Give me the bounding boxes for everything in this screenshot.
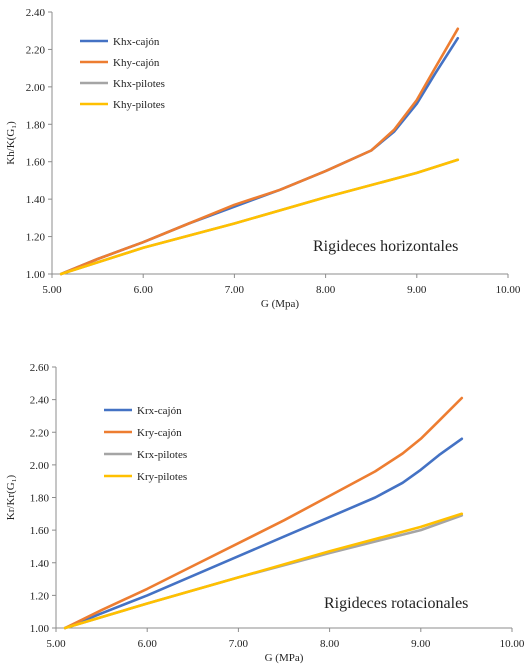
y-tick-label: 1.80	[30, 493, 50, 505]
legend: Khx-cajón Khy-cajón Khx-pilotes Khy-pilotes	[80, 36, 165, 111]
y-axis-title: Kh/K(G₁)	[5, 121, 17, 165]
y-tick-label: 2.00	[30, 460, 50, 472]
series-line-1	[59, 27, 460, 276]
x-tick-label: 10.00	[496, 284, 521, 296]
legend-label: Krx-cajón	[137, 405, 182, 417]
chart-annotation: Rigideces rotacionales	[324, 595, 468, 612]
x-tick-label: 8.00	[320, 638, 340, 650]
y-tick-label: 1.00	[26, 269, 46, 281]
chart-rotational-stiffness: 1.00 1.20 1.40 1.60 1.80 2.00 2.20 2.40 2.60 5.00…	[5, 362, 525, 664]
legend-label: Khy-cajón	[113, 57, 160, 69]
y-tick-label: 1.80	[26, 119, 46, 131]
chart-horizontal-stiffness: 1.00 1.20 1.40 1.60 1.80 2.00 2.20 2.40 5.00 6.00…	[5, 7, 521, 310]
legend-label: Khx-cajón	[113, 36, 160, 48]
y-tick-label: 1.60	[30, 525, 50, 537]
x-tick-label: 7.00	[229, 638, 249, 650]
y-tick-label: 2.00	[26, 82, 46, 94]
x-tick-label: 9.00	[407, 284, 427, 296]
y-tick-label: 1.40	[30, 558, 50, 570]
legend-label: Kry-pilotes	[137, 471, 187, 483]
x-tick-label: 9.00	[411, 638, 431, 650]
y-tick-label: 1.20	[30, 590, 50, 602]
x-tick-label: 6.00	[138, 638, 158, 650]
x-tick-label: 8.00	[316, 284, 336, 296]
x-tick-label: 6.00	[134, 284, 154, 296]
y-tick-label: 1.60	[26, 157, 46, 169]
y-tick-label: 2.60	[30, 362, 50, 374]
x-tick-label: 5.00	[46, 638, 66, 650]
series-line-3	[59, 158, 460, 276]
series-line-1	[63, 396, 464, 630]
x-axis-title: G (MPa)	[265, 652, 304, 664]
series-line-3	[63, 512, 464, 630]
x-axis-title: G (Mpa)	[261, 298, 300, 310]
legend-label: Kry-cajón	[137, 427, 182, 439]
legend-label: Khy-pilotes	[113, 99, 165, 111]
chart-annotation: Rigideces horizontales	[313, 238, 458, 255]
y-tick-label: 2.40	[30, 395, 50, 407]
y-tick-label: 2.40	[26, 7, 46, 19]
y-tick-label: 2.20	[26, 44, 46, 56]
y-tick-label: 1.00	[30, 623, 50, 635]
y-axis-title: Kr/Kr(G₁)	[5, 474, 17, 520]
y-tick-label: 2.20	[30, 427, 50, 439]
x-tick-label: 10.00	[500, 638, 525, 650]
legend-label: Krx-pilotes	[137, 449, 187, 461]
legend: Krx-cajón Kry-cajón Krx-pilotes Kry-pilotes	[104, 405, 187, 483]
x-tick-label: 5.00	[42, 284, 62, 296]
series-line-0	[63, 437, 464, 630]
y-tick-label: 1.40	[26, 194, 46, 206]
y-tick-label: 1.20	[26, 232, 46, 244]
x-tick-label: 7.00	[225, 284, 245, 296]
legend-label: Khx-pilotes	[113, 78, 165, 90]
